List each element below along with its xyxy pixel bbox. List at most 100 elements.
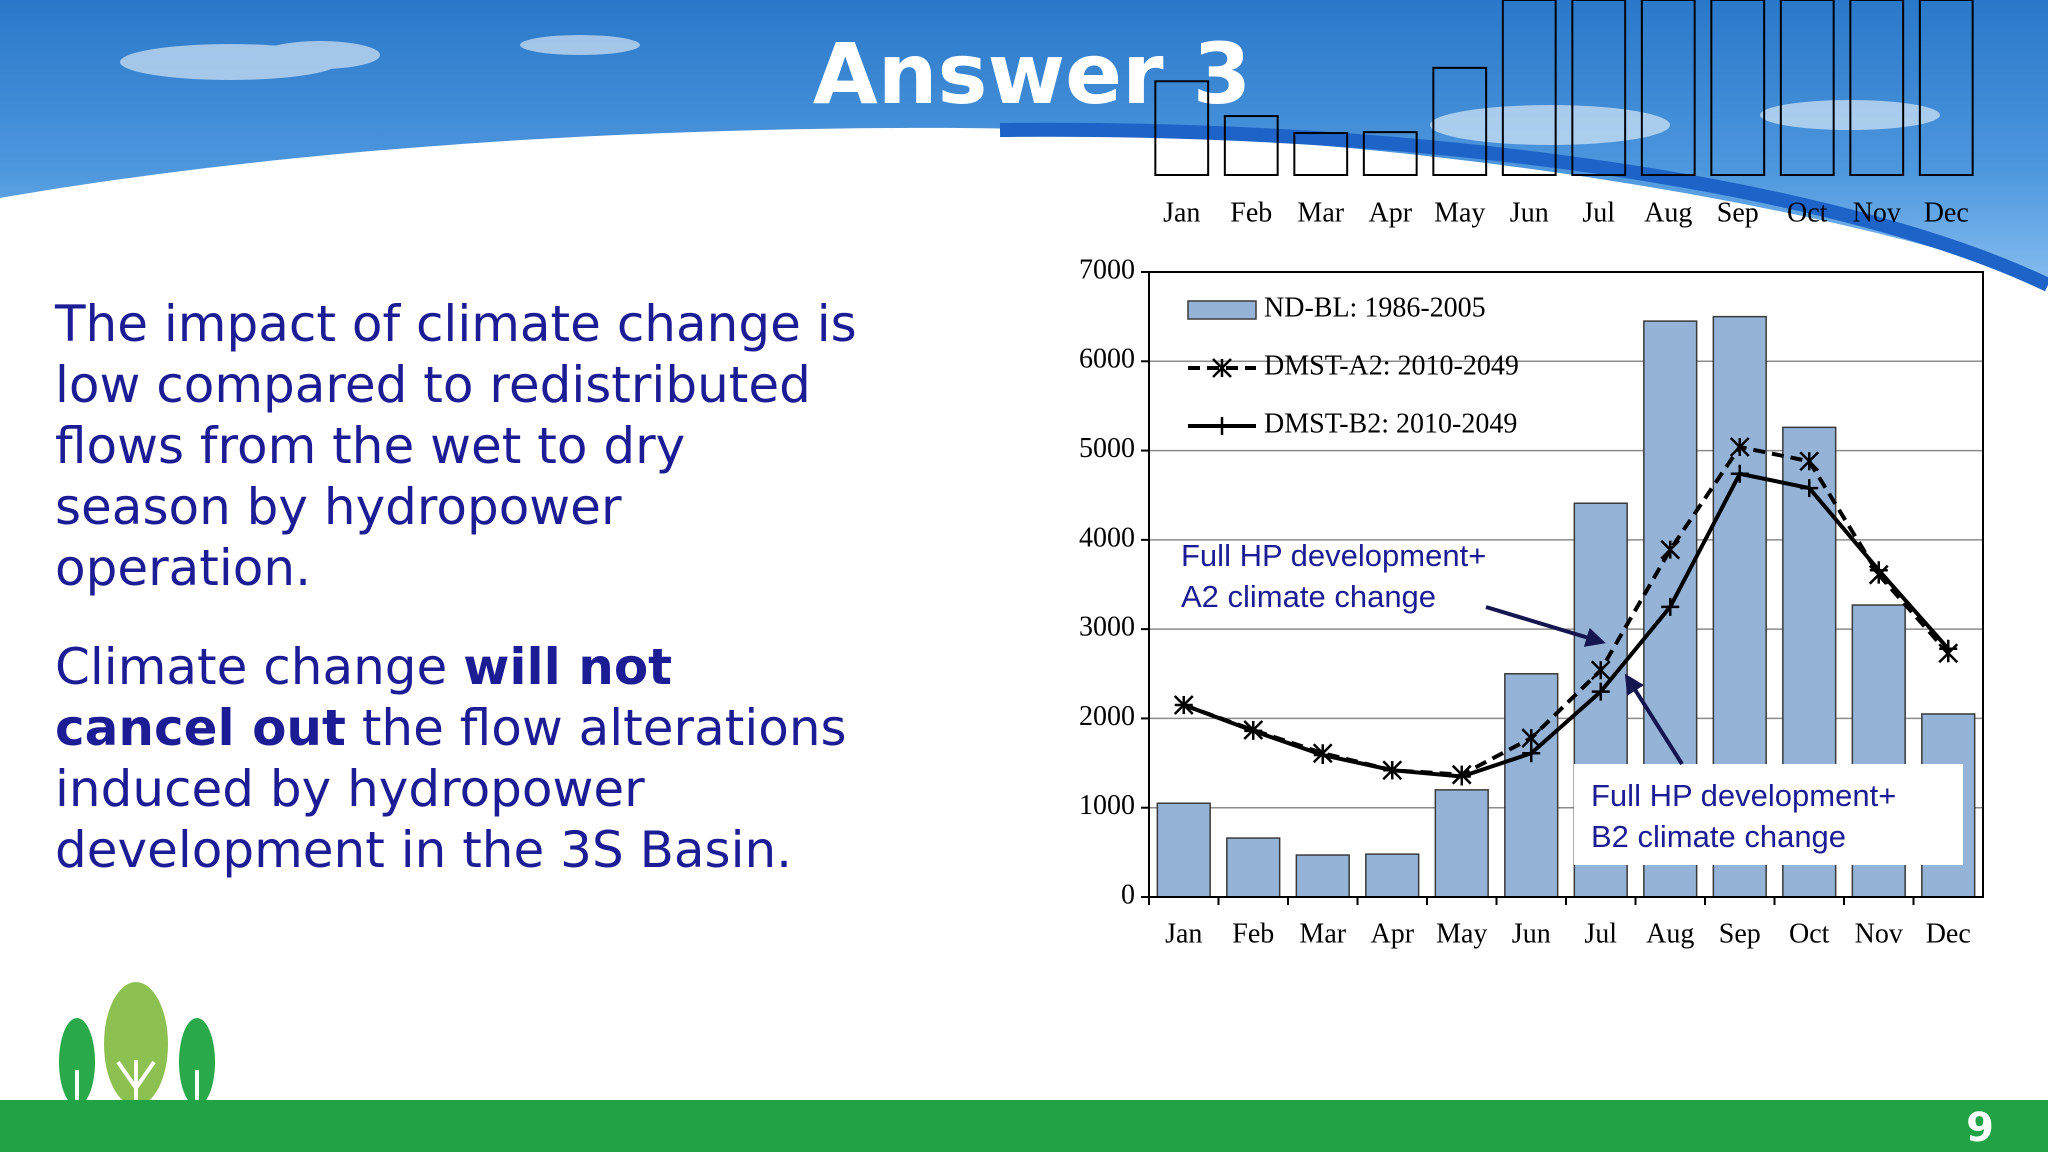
footer-bar [0,1100,2048,1152]
ghost-bar [1223,115,1279,176]
y-tick-label: 1000 [1079,790,1135,821]
text-segment: The impact of climate change is [54,295,857,353]
ghost-chart: Jan Feb Mar Apr May Jun Jul Aug Sep Oct Nov Dec [1154,0,1974,228]
ghost-bar [1501,0,1557,176]
ghost-x-label: Aug [1644,197,1692,228]
bar [1226,837,1281,898]
legend-label: DMST-B2: 2010-2049 [1264,408,1517,439]
slide-title: Answer 3 [813,25,1252,123]
text-segment: season by hydropower [55,478,622,536]
ghost-bar [1154,80,1210,176]
ghost-x-label: Oct [1787,197,1828,228]
y-tick-label: 6000 [1079,344,1135,375]
annotation: B2 climate change [1591,819,1846,854]
marker [1313,746,1332,765]
legend-marker [1213,417,1231,435]
body-line: low compared to redistributed [55,356,811,414]
x-tick-label: Oct [1789,918,1830,949]
legend-label: ND-BL: 1986-2005 [1264,292,1486,323]
marker [1660,539,1681,560]
sky-header [0,0,2048,285]
body-line: The impact of climate change is [54,295,857,353]
bar [1434,789,1489,898]
body-line: flows from the wet to dry [55,417,685,475]
y-tick-label: 4000 [1079,522,1135,553]
text-segment: Climate change [55,638,463,696]
legend-marker [1212,358,1232,378]
text-segment: cancel out [55,699,346,757]
text-segment: induced by hydropower [55,760,645,818]
body-line: operation. [55,539,311,597]
ghost-bar [1432,66,1488,176]
legend-swatch [1187,300,1257,320]
annotation: A2 climate change [1181,579,1436,614]
x-tick-label: Feb [1232,918,1274,949]
marker [1522,744,1541,763]
marker [1452,767,1471,786]
ghost-x-label: Feb [1230,197,1272,228]
marker [1590,660,1611,681]
body-line: season by hydropower [55,478,622,536]
marker [1174,696,1193,715]
page-number: 9 [1966,1105,1994,1151]
body-line: Climate change will not [55,638,672,696]
ghost-x-label: Nov [1853,197,1901,228]
arrow [1485,605,1606,647]
marker [1730,464,1749,483]
text-segment: development in the 3S Basin. [55,821,792,879]
annotation: Full HP development+ [1591,778,1896,813]
legend-label: DMST-A2: 2010-2049 [1264,350,1519,381]
marker [1244,721,1263,740]
x-tick-label: Apr [1370,918,1414,949]
ghost-bar [1362,131,1418,176]
marker [1729,437,1750,457]
x-tick-label: Jun [1512,918,1551,949]
marker [1661,597,1680,616]
series-line [1183,471,1950,779]
marker [1939,639,1958,658]
ghost-bar [1640,0,1696,176]
ghost-x-label: Jul [1582,197,1615,228]
body-line: induced by hydropower [55,760,645,818]
body-line: cancel out the flow alterations [55,699,847,757]
text-segment: low compared to redistributed [55,356,811,414]
ghost-bar [1918,0,1974,176]
ghost-x-label: Sep [1717,197,1759,228]
y-tick-label: 3000 [1079,612,1135,643]
text-segment: flows from the wet to dry [55,417,685,475]
x-tick-label: Nov [1855,918,1903,949]
ghost-x-label: Jun [1510,197,1549,228]
ghost-bar [1293,132,1349,177]
ghost-x-label: Apr [1368,197,1412,228]
ghost-bar [1779,0,1835,176]
annotation: Full HP development+ [1181,538,1486,573]
x-tick-label: Jul [1584,918,1617,949]
ghost-x-label: Mar [1297,197,1344,228]
arrow [1624,673,1684,766]
marker [1800,479,1819,498]
ghost-bar [1849,0,1905,176]
y-tick-label: 0 [1121,879,1135,910]
marker [1591,682,1610,701]
marker [1869,561,1888,580]
bar [1295,854,1350,898]
chart: 0 1000 2000 3000 4000 5000 6000 7000 Jan Feb Mar Ap… [1079,254,1984,949]
text-segment: will not [463,638,672,696]
text-segment: the flow alterations [346,699,847,757]
x-tick-label: Mar [1299,918,1346,949]
y-tick-label: 2000 [1079,701,1135,732]
x-tick-label: Aug [1646,918,1694,949]
marker [1521,728,1542,748]
x-tick-label: Dec [1926,918,1971,949]
ghost-x-label: Jan [1163,197,1200,228]
y-tick-label: 7000 [1079,254,1135,285]
x-tick-label: Jan [1165,918,1202,949]
bar [1365,853,1420,898]
ghost-bar [1571,0,1627,176]
marker [1799,451,1820,472]
annotation-box [1574,764,1963,865]
body-line: development in the 3S Basin. [55,821,792,879]
swoosh [999,122,2048,292]
